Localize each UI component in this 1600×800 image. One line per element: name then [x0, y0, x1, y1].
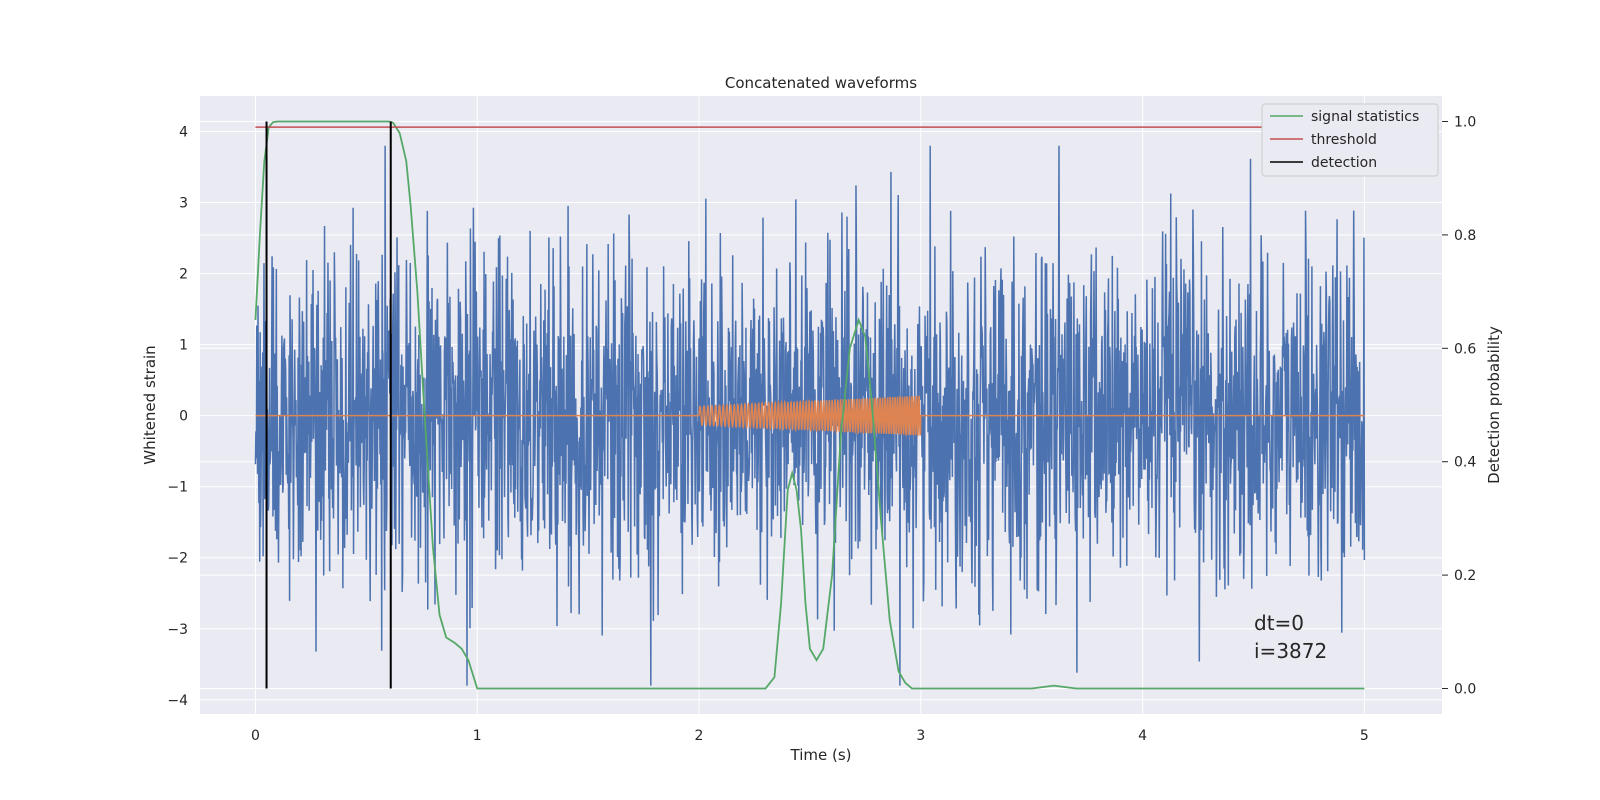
- y-tick-label: 2: [179, 267, 188, 283]
- series-signal-statistics-line: [254, 120, 1365, 690]
- legend-label-threshold: threshold: [1311, 132, 1377, 148]
- x-tick-label: 0: [251, 728, 260, 744]
- y-tick-label: −1: [167, 480, 188, 496]
- x-axis-label: Time (s): [790, 746, 852, 764]
- legend-label-detection: detection: [1311, 155, 1377, 171]
- data-layer: [254, 120, 1366, 690]
- series-injected-signal-line: [255, 395, 1365, 438]
- y-right-tick-label: 0.8: [1454, 228, 1476, 244]
- y-right-tick-label: 1.0: [1454, 115, 1476, 131]
- y-tick-label: 3: [179, 196, 188, 212]
- x-tick-label: 5: [1360, 728, 1369, 744]
- y-right-tick-label: 0.4: [1454, 455, 1476, 471]
- x-tick-label: 1: [473, 728, 482, 744]
- x-tick-label: 3: [916, 728, 925, 744]
- y-right-tick-label: 0.2: [1454, 568, 1476, 584]
- y-axis-right-label: Detection probability: [1485, 326, 1503, 484]
- chart-title: Concatenated waveforms: [725, 74, 917, 92]
- y-right-tick-label: 0.0: [1454, 681, 1476, 697]
- legend-label-signal-statistics: signal statistics: [1311, 109, 1419, 125]
- y-tick-label: −4: [167, 693, 188, 709]
- series-whitened-strain-line: [254, 145, 1366, 686]
- legend-box: [1261, 103, 1439, 177]
- annotation-dt: dt=0: [1254, 611, 1304, 635]
- legend: signal statistics threshold detection: [1261, 103, 1439, 177]
- y-right-tick-label: 0.6: [1454, 341, 1476, 357]
- annotation-index: i=3872: [1254, 639, 1327, 663]
- y-tick-label: 4: [179, 125, 188, 141]
- y-tick-label: −2: [167, 551, 188, 567]
- y-tick-label: 0: [179, 409, 188, 425]
- y-axis-label: Whitened strain: [141, 345, 159, 464]
- x-tick-label: 4: [1138, 728, 1147, 744]
- x-tick-label: 2: [695, 728, 704, 744]
- y-tick-label: −3: [167, 622, 188, 638]
- y-tick-label: 1: [179, 338, 188, 354]
- ticks: 0 1 2 3 4 5 −4 −3 −2 −1 0 1 2 3 4 0.0 0.2 0.4 0.6 0.8 1.0: [167, 115, 1476, 744]
